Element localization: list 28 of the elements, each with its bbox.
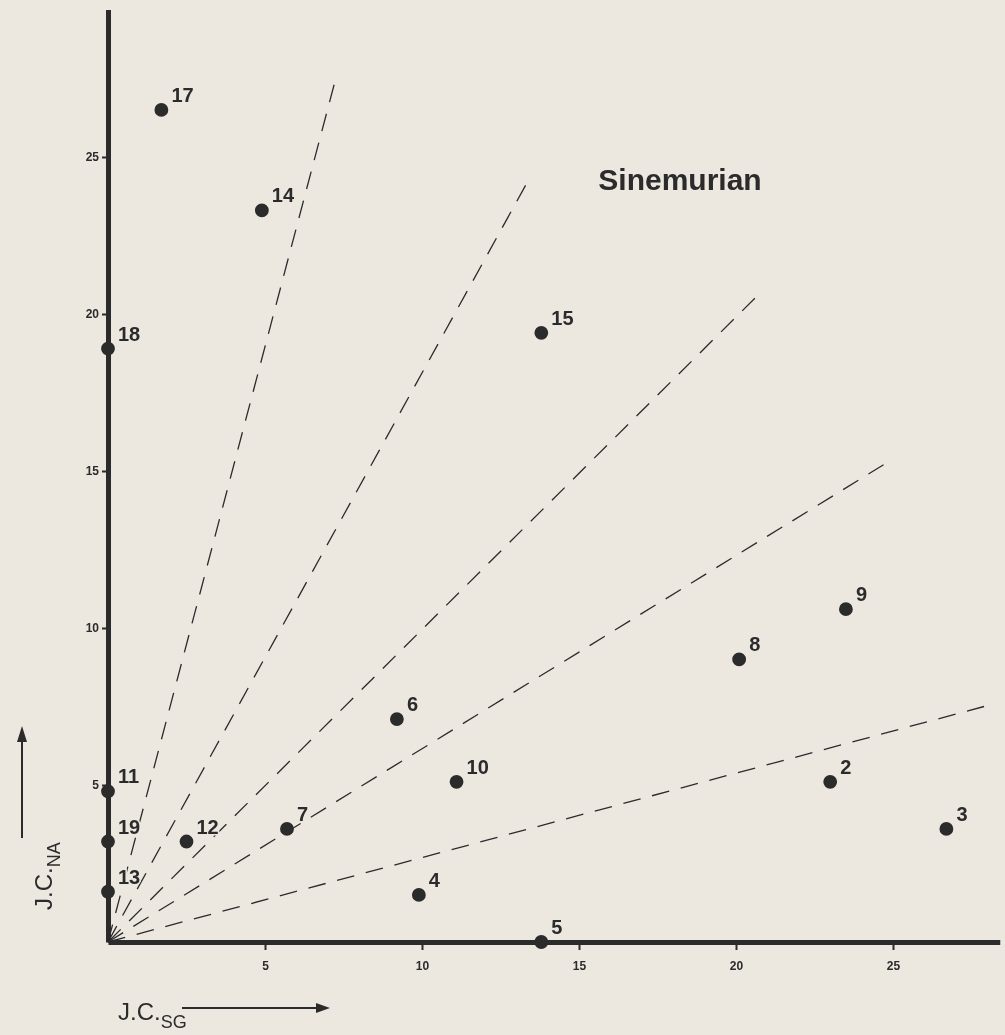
y-tick-label: 5: [92, 778, 100, 793]
annotation: 4: [428, 868, 441, 891]
annotation: 12: [196, 815, 219, 838]
annotation: 11: [118, 765, 140, 788]
annotation: 17: [171, 83, 194, 106]
annotation: 6: [406, 693, 419, 716]
annotation: 15: [551, 306, 574, 329]
x-tick-label: 10: [415, 959, 430, 974]
annotation: 5: [551, 916, 563, 938]
annotation: 3: [956, 802, 968, 825]
annotation: 19: [118, 815, 141, 838]
annotation: 10: [466, 755, 489, 778]
annotation: 14: [271, 184, 295, 207]
y-tick-label: 15: [85, 464, 100, 479]
annotation: 9: [855, 583, 868, 606]
x-tick-label: 25: [886, 959, 901, 974]
x-axis-title: J.C.$_{SG}$: [118, 998, 187, 1033]
annotation: 18: [118, 322, 141, 345]
x-tick-label: 15: [572, 959, 587, 974]
text: Sinemurian: [598, 163, 762, 196]
y-tick-label: 10: [85, 621, 100, 636]
annotation: 7: [296, 802, 309, 825]
x-tick-label: 5: [262, 959, 270, 974]
annotation: 8: [749, 633, 761, 656]
x-tick-label: 20: [729, 959, 744, 974]
y-tick-label: 20: [85, 307, 100, 322]
annotation: 2: [840, 755, 852, 778]
y-tick-label: 25: [85, 150, 100, 165]
